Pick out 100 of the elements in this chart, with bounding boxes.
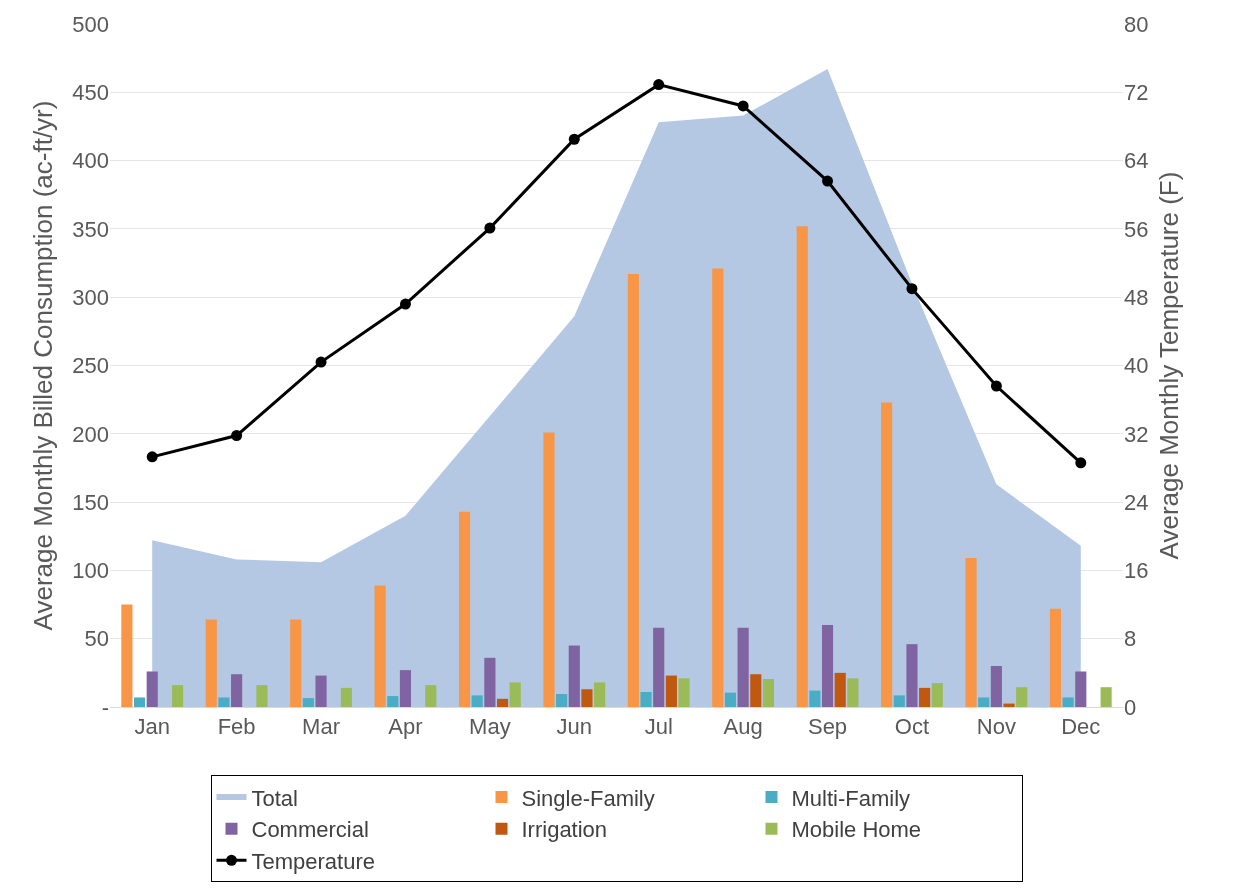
y-tick-label: 450 xyxy=(72,80,109,105)
bar xyxy=(627,273,639,707)
point xyxy=(315,356,327,368)
bar xyxy=(821,625,834,707)
bar xyxy=(374,585,386,707)
bar xyxy=(1075,671,1087,707)
bar xyxy=(881,402,893,707)
bar xyxy=(1100,687,1112,707)
bar xyxy=(496,698,509,707)
legend-label: Total xyxy=(251,785,298,811)
bar xyxy=(965,558,977,707)
point xyxy=(653,79,665,91)
bar xyxy=(1016,687,1028,707)
bar xyxy=(256,685,268,707)
point xyxy=(484,222,496,234)
y2-tick-label: 72 xyxy=(1124,80,1149,105)
bar xyxy=(556,694,568,707)
x-tick-label: Jan xyxy=(134,714,170,740)
point xyxy=(568,133,580,145)
y-tick-label: 200 xyxy=(72,421,109,447)
bar xyxy=(678,678,690,707)
legend-label: Commercial xyxy=(251,817,369,843)
point xyxy=(737,100,749,112)
x-tick-label: Dec xyxy=(1061,714,1101,740)
legend-label: Irrigation xyxy=(521,817,608,843)
bar xyxy=(121,604,133,707)
bar xyxy=(594,682,606,707)
y-tick-label: - xyxy=(101,694,109,720)
x-tick-label: Feb xyxy=(217,714,256,740)
bar xyxy=(750,674,762,707)
bar xyxy=(399,670,412,707)
y-tick-label: 350 xyxy=(72,216,109,242)
y2-tick-label: 16 xyxy=(1124,558,1149,584)
bar xyxy=(425,685,437,707)
y2-tick-label: 32 xyxy=(1124,421,1149,447)
bar xyxy=(205,619,217,707)
bar xyxy=(653,627,665,707)
bar xyxy=(290,619,302,707)
x-tick-label: Apr xyxy=(388,714,423,740)
bar xyxy=(665,675,677,707)
bar xyxy=(1049,608,1062,707)
y-tick-label: 300 xyxy=(72,284,109,310)
bar xyxy=(1003,703,1015,707)
bar xyxy=(340,687,352,707)
bar xyxy=(640,691,652,707)
point xyxy=(399,298,411,310)
y2-tick-label: 64 xyxy=(1124,148,1149,174)
bar xyxy=(315,675,327,707)
bar xyxy=(796,226,808,707)
x-tick-label: Nov xyxy=(976,714,1016,740)
bar xyxy=(724,692,737,707)
point xyxy=(990,380,1002,392)
legend-label: Single-Family xyxy=(521,785,655,811)
y2-axis-title: Average Monthly Temperature (F) xyxy=(1154,171,1185,560)
y2-tick-label: 24 xyxy=(1124,489,1149,515)
bar xyxy=(218,697,230,707)
y2-tick-label: 56 xyxy=(1124,216,1149,242)
bar xyxy=(171,685,184,707)
point xyxy=(146,451,158,463)
x-tick-label: Jun xyxy=(556,714,593,740)
bar xyxy=(581,689,593,707)
x-tick-label: Aug xyxy=(723,714,763,740)
point xyxy=(822,175,834,187)
bar xyxy=(978,697,990,707)
bar xyxy=(146,671,158,707)
bar xyxy=(809,690,821,707)
bar xyxy=(919,687,931,707)
x-tick-label: May xyxy=(469,714,511,740)
y2-tick-label: 48 xyxy=(1124,284,1149,310)
point xyxy=(231,430,243,442)
bar xyxy=(906,644,918,707)
y2-tick-label: 40 xyxy=(1124,353,1149,379)
point xyxy=(906,283,918,295)
y2-tick-label: 80 xyxy=(1124,11,1149,37)
legend-label: Mobile Home xyxy=(791,817,922,843)
bar xyxy=(484,657,496,707)
y2-tick-label: 8 xyxy=(1124,626,1137,652)
x-tick-label: Sep xyxy=(807,714,848,740)
x-tick-label: Mar xyxy=(302,714,340,740)
bar xyxy=(847,678,859,707)
legend-label: Multi-Family xyxy=(791,785,911,811)
x-tick-label: Oct xyxy=(894,714,930,740)
bar xyxy=(133,697,146,707)
bar xyxy=(387,696,399,707)
bar xyxy=(471,695,483,707)
y-tick-label: 500 xyxy=(72,11,109,37)
y-tick-label: 250 xyxy=(72,353,109,379)
bar xyxy=(1062,697,1074,707)
bar xyxy=(990,666,1002,707)
bar xyxy=(893,695,905,707)
bar xyxy=(568,645,580,707)
bar xyxy=(231,674,243,707)
y-axis-title: Average Monthly Billed Consumption (ac-ft/yr) xyxy=(27,100,58,631)
y-tick-label: 400 xyxy=(72,148,109,174)
bar xyxy=(834,672,846,707)
y-tick-label: 150 xyxy=(72,489,109,515)
bar xyxy=(458,511,471,707)
y2-tick-label: 0 xyxy=(1124,694,1137,720)
y-tick-label: 100 xyxy=(72,558,109,584)
bar xyxy=(762,679,775,707)
